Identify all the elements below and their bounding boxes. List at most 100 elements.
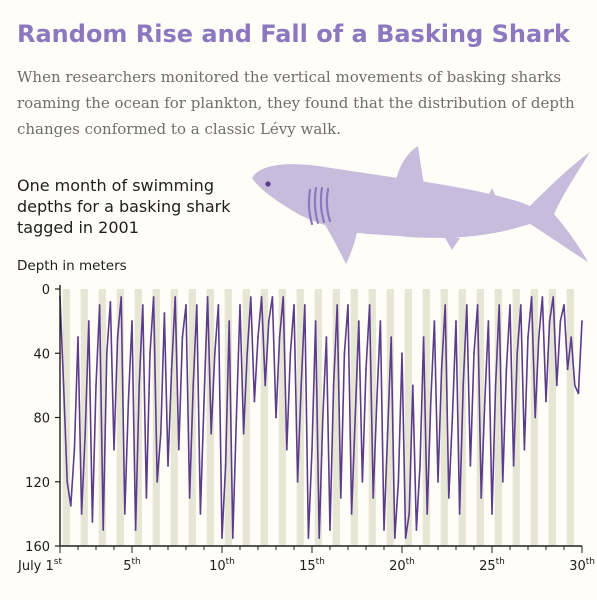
page-title: Random Rise and Fall of a Basking Shark	[17, 20, 571, 48]
depth-point	[426, 512, 429, 515]
depth-point	[267, 320, 270, 323]
depth-point	[231, 537, 234, 539]
depth-point	[437, 480, 439, 483]
shark-pelvic-fin	[444, 236, 460, 250]
depth-point	[397, 480, 400, 483]
night-band	[224, 289, 232, 546]
depth-point	[527, 336, 529, 339]
depth-point	[210, 432, 213, 435]
depth-point	[84, 432, 87, 435]
depth-point	[145, 496, 148, 499]
depth-point	[228, 320, 231, 323]
depth-point	[386, 432, 389, 435]
depth-point	[260, 296, 263, 298]
depth-point	[581, 320, 583, 323]
depth-point	[419, 464, 421, 467]
depth-point	[447, 496, 450, 499]
depth-point	[123, 512, 126, 515]
depth-point	[455, 320, 457, 323]
depth-point	[253, 400, 256, 403]
night-band	[314, 289, 322, 546]
depth-point	[357, 320, 360, 323]
night-band	[386, 289, 394, 546]
depth-point	[465, 304, 468, 306]
chart-title: One month of swimming depths for a baski…	[17, 176, 231, 237]
depth-point	[134, 529, 137, 531]
depth-point	[66, 480, 69, 483]
depth-point	[120, 296, 123, 298]
depth-point	[185, 304, 187, 306]
depth-point	[487, 320, 490, 323]
depth-point	[289, 352, 292, 355]
depth-point	[469, 464, 472, 467]
depth-point	[224, 464, 227, 467]
depth-point	[159, 432, 162, 435]
depth-point	[570, 336, 573, 339]
depth-point	[537, 336, 540, 339]
depth-point	[332, 384, 335, 387]
depth-point	[516, 352, 519, 355]
x-axis: July 1st 5th 10th 15th 20th 25th 30th	[17, 545, 595, 574]
depth-point	[509, 304, 511, 306]
depth-point	[350, 512, 353, 515]
depth-point	[318, 537, 321, 539]
depth-point	[188, 496, 191, 499]
shark-gills	[307, 186, 332, 226]
x-tick-label: 30th	[569, 557, 595, 574]
depth-point	[321, 416, 324, 419]
depth-point	[491, 512, 493, 515]
depth-point	[566, 368, 569, 371]
night-band	[404, 289, 412, 546]
depth-point	[257, 336, 259, 339]
night-band	[566, 289, 574, 546]
depth-point	[192, 384, 195, 387]
depth-point	[102, 529, 105, 531]
depth-point	[512, 464, 515, 467]
depth-point	[534, 416, 537, 419]
night-band	[80, 289, 88, 546]
shark-pectoral-fin	[322, 220, 358, 264]
depth-point	[415, 529, 418, 531]
shark-dorsal-fin	[396, 146, 424, 184]
night-band	[332, 289, 340, 546]
night-band	[170, 289, 178, 546]
y-axis: 0 40 80 120 160	[25, 283, 61, 555]
depth-point	[278, 336, 281, 339]
depth-point	[264, 384, 267, 387]
depth-point	[109, 300, 112, 303]
depth-point	[177, 448, 180, 451]
depth-point	[77, 336, 79, 339]
depth-point	[303, 304, 306, 306]
depth-point	[199, 512, 202, 515]
depth-point	[141, 304, 144, 306]
depth-point	[444, 304, 447, 306]
depth-point	[368, 304, 371, 306]
depth-point	[206, 296, 209, 298]
depth-point	[336, 304, 339, 306]
x-tick-label: 5th	[123, 557, 141, 574]
depth-point	[113, 448, 115, 451]
depth-point	[519, 304, 522, 306]
depth-point	[167, 464, 169, 467]
depth-point	[170, 368, 173, 371]
depth-point	[314, 320, 317, 323]
depth-point	[293, 304, 295, 306]
depth-point	[339, 496, 342, 499]
depth-point	[347, 304, 349, 306]
depth-point	[563, 304, 565, 306]
depth-point	[480, 496, 483, 499]
y-tick-label: 0	[42, 283, 50, 298]
depth-point	[365, 368, 367, 371]
depth-point	[131, 320, 133, 323]
depth-point	[73, 448, 76, 451]
night-band	[98, 289, 106, 546]
depth-point	[401, 352, 403, 355]
night-band	[440, 289, 448, 546]
y-tick-label: 160	[25, 540, 50, 555]
depth-point	[217, 304, 220, 306]
basking-shark-illustration	[252, 146, 590, 264]
night-band	[278, 289, 286, 546]
depth-point	[501, 480, 504, 483]
night-band	[260, 289, 268, 546]
depth-point	[329, 529, 331, 531]
